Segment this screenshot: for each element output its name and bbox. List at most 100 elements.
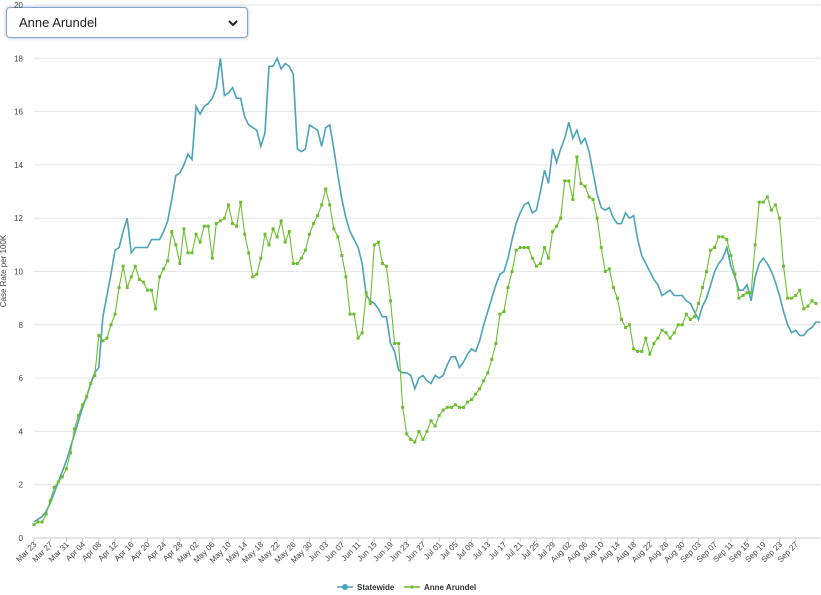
anne-arundel-point — [275, 235, 279, 239]
anne-arundel-point — [676, 323, 680, 327]
anne-arundel-point — [421, 437, 425, 441]
anne-arundel-point — [696, 301, 700, 305]
anne-arundel-point — [806, 304, 810, 308]
anne-arundel-point — [32, 523, 36, 527]
legend-item-statewide[interactable]: Statewide — [337, 583, 395, 592]
anne-arundel-point — [587, 195, 591, 199]
anne-arundel-point — [607, 267, 611, 271]
legend-label: Anne Arundel — [424, 583, 476, 592]
anne-arundel-point — [316, 214, 320, 218]
anne-arundel-point — [457, 405, 461, 409]
anne-arundel-point — [814, 301, 818, 305]
y-tick-label: 6 — [19, 374, 24, 383]
anne-arundel-point — [709, 248, 713, 252]
anne-arundel-point — [449, 405, 453, 409]
anne-arundel-point — [559, 216, 563, 220]
anne-arundel-point — [206, 224, 210, 228]
y-tick-label: 16 — [14, 108, 23, 117]
anne-arundel-point — [514, 248, 518, 252]
anne-arundel-point — [542, 246, 546, 250]
y-tick-label: 12 — [14, 214, 23, 223]
anne-arundel-point — [692, 315, 696, 319]
anne-arundel-point — [52, 485, 56, 489]
anne-arundel-point — [624, 325, 628, 329]
anne-arundel-point — [701, 285, 705, 289]
anne-arundel-point — [648, 352, 652, 356]
anne-arundel-point — [133, 264, 137, 268]
anne-arundel-point — [81, 403, 85, 407]
anne-arundel-point — [295, 262, 299, 265]
anne-arundel-point — [640, 349, 644, 353]
anne-arundel-point — [652, 341, 656, 345]
anne-arundel-point — [510, 270, 514, 273]
anne-arundel-point — [729, 254, 733, 258]
anne-arundel-point — [425, 429, 429, 433]
anne-arundel-point — [547, 256, 551, 260]
anne-arundel-point — [482, 379, 486, 383]
anne-arundel-point — [794, 293, 798, 297]
anne-arundel-point — [48, 499, 52, 503]
anne-arundel-point — [222, 216, 226, 220]
anne-arundel-point — [680, 323, 684, 327]
anne-arundel-point — [279, 219, 283, 223]
anne-arundel-point — [506, 285, 510, 289]
anne-arundel-point — [166, 259, 170, 263]
anne-arundel-point — [615, 296, 619, 300]
anne-arundel-point — [372, 243, 376, 247]
anne-arundel-point — [765, 195, 769, 199]
anne-arundel-point — [255, 272, 259, 276]
anne-arundel-point — [243, 232, 247, 236]
anne-arundel-point — [186, 251, 190, 255]
y-tick-label: 10 — [14, 268, 23, 277]
anne-arundel-point — [660, 328, 664, 332]
anne-arundel-point — [526, 246, 530, 250]
anne-arundel-point — [73, 427, 77, 431]
anne-arundel-point — [761, 200, 765, 204]
anne-arundel-point — [389, 299, 393, 303]
anne-arundel-point — [571, 198, 575, 202]
anne-arundel-point — [725, 238, 729, 242]
anne-arundel-point — [158, 275, 162, 279]
anne-arundel-point — [259, 256, 263, 260]
anne-arundel-point — [733, 272, 737, 276]
anne-arundel-point — [413, 440, 417, 444]
anne-arundel-point — [105, 336, 109, 340]
anne-arundel-point — [178, 262, 182, 265]
anne-arundel-point — [154, 307, 158, 311]
y-tick-label: 4 — [19, 427, 24, 436]
anne-arundel-point — [749, 291, 753, 295]
anne-arundel-point — [599, 246, 603, 250]
anne-arundel-point — [575, 155, 579, 159]
anne-arundel-point — [632, 347, 636, 351]
anne-arundel-point — [312, 222, 316, 226]
legend-item-anne-arundel[interactable]: Anne Arundel — [404, 583, 476, 592]
anne-arundel-point — [170, 230, 174, 234]
anne-arundel-point — [251, 275, 255, 279]
anne-arundel-point — [713, 246, 717, 250]
anne-arundel-point — [89, 381, 93, 385]
anne-arundel-point — [717, 235, 721, 239]
anne-arundel-point — [611, 285, 615, 289]
anne-arundel-point — [344, 275, 348, 279]
anne-arundel-point — [466, 400, 470, 404]
anne-arundel-point — [352, 312, 356, 316]
anne-arundel-point — [60, 475, 64, 479]
legend-marker — [342, 584, 348, 590]
anne-arundel-point — [68, 451, 72, 455]
anne-arundel-point — [384, 264, 388, 268]
anne-arundel-point — [271, 227, 275, 231]
anne-arundel-point — [364, 291, 368, 295]
anne-arundel-point — [494, 341, 498, 345]
anne-arundel-point — [583, 184, 587, 188]
anne-arundel-point — [429, 419, 433, 423]
anne-arundel-point — [287, 230, 291, 234]
anne-arundel-point — [486, 371, 490, 375]
anne-arundel-point — [757, 200, 761, 204]
region-select[interactable]: Anne Arundel — [6, 7, 248, 38]
anne-arundel-point — [567, 179, 571, 183]
anne-arundel-point — [672, 331, 676, 335]
anne-arundel-point — [737, 296, 741, 300]
anne-arundel-point — [194, 232, 198, 236]
anne-arundel-point — [668, 336, 672, 340]
anne-arundel-point — [129, 275, 133, 279]
